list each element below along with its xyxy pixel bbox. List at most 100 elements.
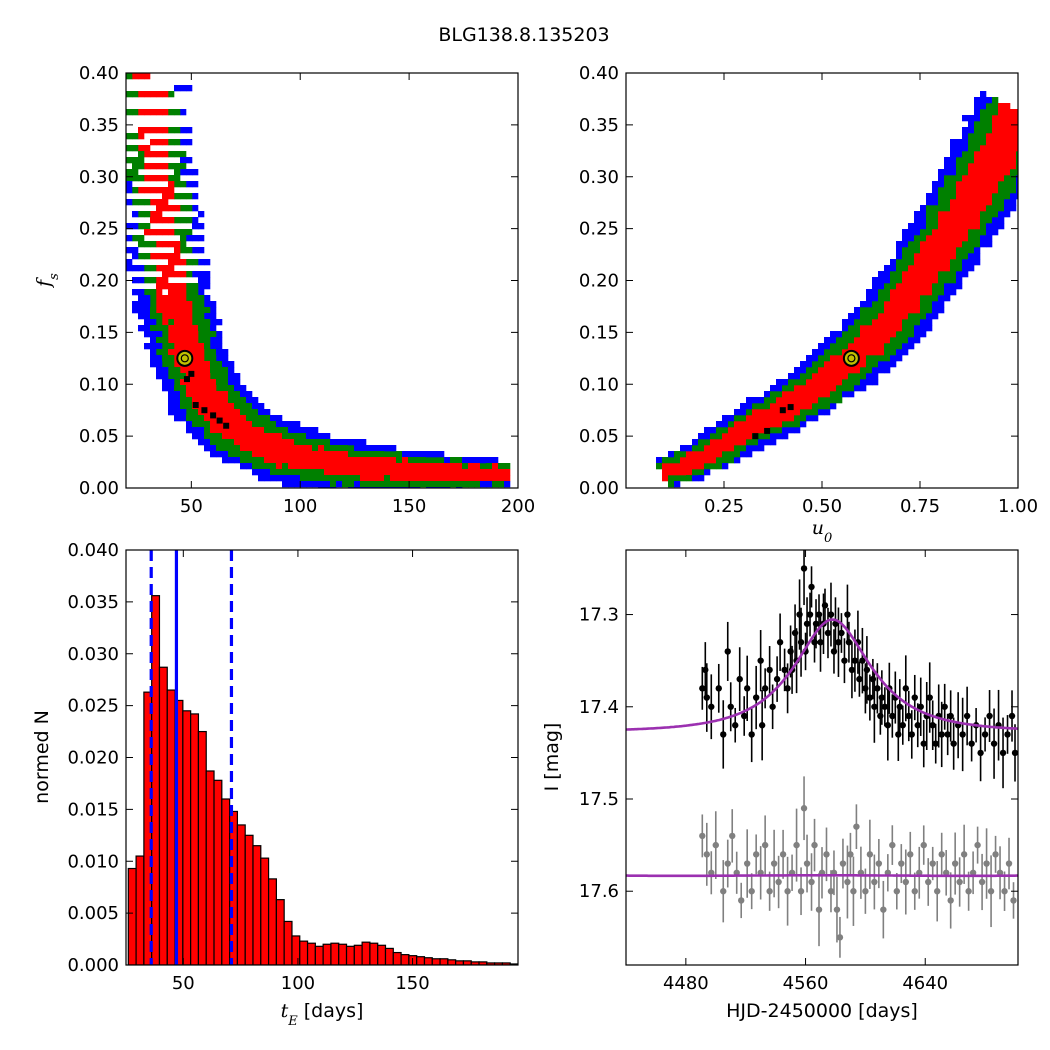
panel-fs-u0-cell bbox=[956, 139, 963, 146]
panel-fs-u0-cell bbox=[872, 361, 879, 368]
panel-fs-u0-cell bbox=[818, 397, 825, 404]
panel-fs-u0-cell bbox=[914, 307, 921, 314]
panel-fs-u0-cell bbox=[992, 103, 999, 110]
panel-fs-u0-cell bbox=[986, 139, 993, 146]
bottom-data-point bbox=[853, 823, 860, 830]
panel-fs-u0-cell bbox=[932, 313, 939, 320]
panel-fs-tE-cell bbox=[366, 481, 373, 488]
panel-fs-tE-cell bbox=[168, 163, 175, 170]
panel-fs-tE-cell bbox=[132, 247, 139, 254]
panel-fs-tE-cell bbox=[258, 457, 265, 464]
panel-fs-tE-cell bbox=[216, 373, 223, 380]
panel-fs-u0-cell bbox=[944, 241, 951, 248]
panel-fs-u0-cell bbox=[998, 121, 1005, 128]
top-data-point bbox=[708, 703, 715, 710]
panel-fs-tE-peak-cell bbox=[201, 407, 208, 414]
panel-fs-tE-cell bbox=[204, 439, 211, 446]
panel-fs-tE-cell bbox=[162, 367, 169, 374]
panel-fs-tE-cells bbox=[126, 73, 511, 488]
panel-fs-tE-cell bbox=[408, 469, 415, 476]
panel-fs-tE-cell bbox=[204, 277, 211, 284]
panel-fs-u0-cell bbox=[914, 301, 921, 308]
panel-fs-u0-cell bbox=[932, 259, 939, 266]
panel-fs-tE-cell bbox=[486, 481, 493, 488]
panel-fs-tE-cell bbox=[252, 427, 259, 434]
top-data-point bbox=[959, 731, 966, 738]
panel-fs-tE-cell bbox=[456, 475, 463, 482]
top-data-point bbox=[917, 703, 924, 710]
panel-fs-u0-cell bbox=[986, 133, 993, 140]
panel-fs-u0-cell bbox=[950, 271, 957, 278]
panel-fs-tE-cell bbox=[138, 211, 145, 218]
panel-fs-tE-cell bbox=[126, 109, 133, 116]
panel-fs-u0-cell bbox=[890, 319, 897, 326]
panel-fs-tE-cell bbox=[504, 469, 511, 476]
panel-fs-u0-cell bbox=[896, 349, 903, 356]
panel-fs-u0-cell bbox=[920, 313, 927, 320]
panel-fs-u0-cell bbox=[938, 301, 945, 308]
panel-fs-tE-peak-cell bbox=[188, 370, 195, 377]
top-data-point bbox=[727, 703, 734, 710]
panel-fs-tE-cell bbox=[126, 187, 133, 194]
top-data-point bbox=[720, 731, 727, 738]
panel-fs-tE-ytick-label: 0.40 bbox=[79, 63, 119, 84]
panel-fs-tE-cell bbox=[132, 307, 139, 314]
panel-fs-tE-cell bbox=[186, 247, 193, 254]
panel-fs-tE-cell bbox=[150, 301, 157, 308]
panel-fs-u0-cell bbox=[824, 373, 831, 380]
panel-fs-u0-cell bbox=[764, 421, 771, 428]
panel-fs-tE-cell bbox=[204, 343, 211, 350]
panel-fs-u0-cell bbox=[770, 433, 777, 440]
panel-fs-tE-cell bbox=[480, 469, 487, 476]
panel-fs-u0-peak-cell bbox=[787, 404, 794, 411]
panel-fs-u0-cell bbox=[938, 253, 945, 260]
panel-fs-u0-cell bbox=[848, 325, 855, 332]
histogram-bar bbox=[369, 942, 379, 965]
panel-fs-tE-cell bbox=[222, 409, 229, 416]
panel-fs-tE-cell bbox=[240, 457, 247, 464]
panel-fs-u0-cell bbox=[878, 343, 885, 350]
panel-fs-tE-cell bbox=[150, 163, 157, 170]
panel-fs-tE-cell bbox=[156, 175, 163, 182]
panel-fs-u0-cell bbox=[836, 361, 843, 368]
panel-fs-tE-cell bbox=[228, 373, 235, 380]
panel-fs-tE-cell bbox=[150, 265, 157, 272]
panel-fs-tE-cell bbox=[492, 469, 499, 476]
panel-fs-tE-cell bbox=[144, 307, 151, 314]
panel-fs-tE-cell bbox=[222, 361, 229, 368]
panel-fs-u0-cell bbox=[794, 373, 801, 380]
panel-fs-u0-cell bbox=[860, 337, 867, 344]
panel-fs-tE-cell bbox=[198, 223, 205, 230]
panel-fs-u0-cell bbox=[866, 349, 873, 356]
panel-fs-tE-cell bbox=[402, 481, 409, 488]
panel-fs-tE-cell bbox=[438, 481, 445, 488]
panel-fs-tE-cell bbox=[240, 439, 247, 446]
panel-fs-tE-cell bbox=[222, 457, 229, 464]
panel-fs-tE-cell bbox=[444, 469, 451, 476]
panel-fs-u0-cell bbox=[1010, 151, 1017, 158]
panel-fs-u0-cell bbox=[1016, 133, 1018, 140]
panel-fs-tE-cell bbox=[312, 445, 319, 452]
panel-fs-tE-cell bbox=[174, 169, 181, 176]
panel-fs-u0-cell bbox=[962, 181, 969, 188]
histogram-bar bbox=[392, 951, 402, 965]
bottom-data-point bbox=[947, 897, 954, 904]
model-curve bbox=[626, 618, 1018, 731]
panel-fs-u0-cell bbox=[998, 127, 1005, 134]
panel-fs-u0-cell bbox=[710, 457, 717, 464]
panel-fs-u0-cell bbox=[968, 193, 975, 200]
panel-fs-tE-cell bbox=[234, 415, 241, 422]
panel-fs-u0-cell bbox=[716, 445, 723, 452]
panel-fs-tE-cell bbox=[162, 355, 169, 362]
panel-fs-u0-cell bbox=[728, 451, 735, 458]
panel-fs-u0-cell bbox=[812, 391, 819, 398]
panel-fs-tE-cell bbox=[162, 373, 169, 380]
panel-fs-tE-cell bbox=[228, 367, 235, 374]
panel-fs-u0-cell bbox=[980, 127, 987, 134]
panel-fs-u0-cell bbox=[680, 445, 687, 452]
panel-fs-u0-cell bbox=[854, 331, 861, 338]
panel-fs-tE-cell bbox=[126, 133, 133, 140]
panel-fs-tE-cell bbox=[234, 439, 241, 446]
panel-fs-u0-cell bbox=[878, 337, 885, 344]
panel-fs-u0-cell bbox=[992, 109, 999, 116]
